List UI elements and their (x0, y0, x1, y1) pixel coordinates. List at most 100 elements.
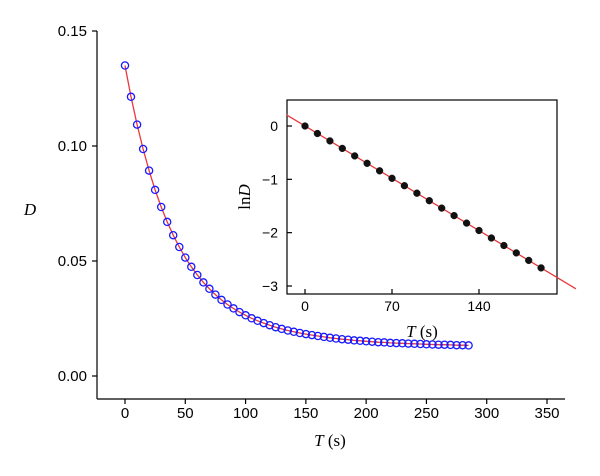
main-data-point (271, 322, 280, 332)
main-data-point (386, 338, 395, 348)
inset-y-tick-label: 0 (270, 118, 278, 134)
main-data-point (229, 304, 238, 313)
inset-data-point (375, 167, 384, 175)
inset-data-point (301, 122, 309, 130)
inset-y-axis-label-prefix: ln (235, 196, 254, 210)
main-x-tick-label: 200 (354, 405, 379, 422)
main-data-point (175, 242, 184, 252)
main-data-point (138, 144, 148, 154)
main-data-point (223, 300, 232, 309)
main-series (120, 61, 473, 350)
main-data-point (428, 340, 437, 349)
main-data-point (355, 336, 365, 346)
inset-data-point (512, 249, 520, 257)
main-x-tick-label: 0 (121, 405, 129, 422)
main-data-point (458, 340, 467, 350)
main-data-point (434, 340, 443, 349)
inset-plot: 0 70 140 0 −1 −2 −3 lnD T (s) (235, 99, 577, 341)
main-data-point (126, 92, 136, 102)
main-data-point (349, 336, 359, 345)
main-y-tick-label: 0.05 (58, 253, 87, 270)
main-data-point (452, 340, 461, 350)
main-y-ticks: 0.00 0.05 0.10 0.15 (58, 23, 97, 385)
main-y-tick-label: 0.10 (58, 138, 87, 155)
main-data-point (162, 217, 172, 227)
inset-data-point (487, 234, 496, 242)
main-y-axis-label: D (23, 200, 37, 219)
inset-data-point (438, 204, 446, 212)
inset-data-point (388, 174, 396, 182)
main-data-point (313, 331, 323, 341)
inset-y-tick-label: −1 (262, 171, 278, 187)
main-data-point (205, 284, 214, 294)
main-data-point (289, 327, 299, 337)
inset-series (286, 114, 577, 290)
inset-data-point (537, 264, 545, 272)
main-data-point (199, 278, 208, 287)
main-data-point (132, 120, 142, 129)
main-data-point (168, 230, 178, 240)
main-data-point (404, 339, 413, 348)
main-data-point (181, 253, 190, 262)
main-data-point (187, 262, 196, 272)
main-data-point (373, 337, 383, 347)
inset-x-tick-label: 0 (301, 298, 309, 314)
main-x-axis-label-unit: (s) (324, 431, 346, 450)
main-x-tick-label: 150 (293, 405, 318, 422)
main-data-point (150, 185, 160, 195)
main-data-point (343, 335, 353, 344)
main-data-point (156, 202, 166, 212)
inset-data-point (425, 197, 433, 205)
inset-y-axis-label-symbol: D (235, 184, 254, 198)
inset-data-point (413, 189, 421, 197)
inset-data-point (462, 219, 471, 227)
inset-x-tick-label: 70 (384, 298, 400, 314)
main-y-tick-label: 0.15 (58, 23, 87, 40)
inset-data-point (351, 152, 359, 160)
main-data-point (144, 166, 154, 175)
main-data-point (422, 340, 431, 349)
main-plot: 0 50 100 150 200 250 300 350 0.00 0.05 0.10 0.15 D… (23, 23, 565, 450)
main-data-point (295, 328, 305, 338)
main-data-point (392, 338, 401, 348)
main-data-point (337, 334, 347, 344)
main-data-point (277, 324, 286, 334)
inset-data-point (326, 137, 334, 145)
main-x-axis-label: T (s) (314, 431, 346, 450)
main-x-ticks: 0 50 100 150 200 250 300 350 (121, 399, 560, 422)
inset-y-ticks: 0 −1 −2 −3 (262, 118, 292, 294)
inset-data-point (400, 182, 409, 190)
main-data-point (410, 339, 419, 349)
main-x-tick-label: 100 (233, 405, 258, 422)
main-data-point (416, 339, 425, 349)
inset-x-axis-label-symbol: T (406, 322, 417, 341)
main-data-point (325, 333, 335, 343)
inset-y-tick-label: −2 (262, 225, 278, 241)
main-data-point (440, 340, 449, 349)
main-data-point (319, 332, 329, 342)
inset-x-axis-label: T (s) (406, 322, 438, 341)
main-x-tick-label: 50 (177, 405, 194, 422)
main-data-point (307, 330, 317, 340)
main-data-point (464, 341, 473, 350)
main-y-tick-label: 0.00 (58, 368, 87, 385)
main-data-point (367, 337, 377, 346)
main-data-point (331, 334, 341, 343)
main-data-point (211, 290, 220, 299)
inset-x-ticks: 0 70 140 (301, 289, 491, 314)
main-data-point (193, 270, 202, 280)
main-x-tick-label: 300 (474, 405, 499, 422)
inset-data-point (525, 256, 533, 265)
inset-data-point (313, 129, 322, 138)
inset-data-point (500, 241, 508, 250)
main-data-point (379, 338, 389, 347)
main-x-axis-label-symbol: T (314, 431, 325, 450)
main-x-tick-label: 250 (414, 405, 439, 422)
inset-data-point (450, 211, 458, 220)
main-x-tick-label: 350 (534, 405, 559, 422)
inset-y-tick-label: −3 (262, 278, 278, 294)
main-data-point (301, 329, 311, 339)
main-data-point (398, 339, 407, 348)
main-data-point (446, 340, 455, 350)
